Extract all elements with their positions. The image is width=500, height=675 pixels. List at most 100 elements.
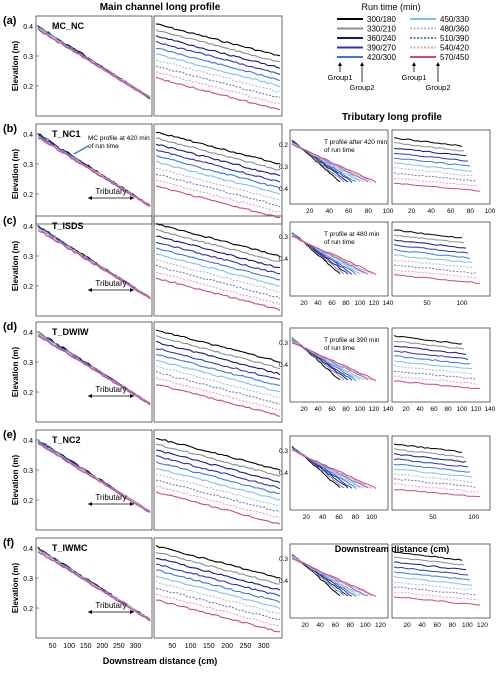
mc-note-line1: MC profile at 420 min [88, 135, 150, 142]
offset-series [155, 222, 281, 258]
trib-offset-series [393, 345, 467, 355]
offset-series [155, 65, 281, 98]
trib-offset-x-tick: 80 [449, 622, 457, 629]
trib-offset-x-tick: 100 [457, 406, 468, 413]
legend-label: 480/360 [440, 25, 469, 34]
offset-series [155, 473, 281, 507]
mc-note-line2: of run time [88, 143, 119, 150]
y-axis-label: Elevation (m) [11, 41, 20, 92]
tributary-label: Tributary [95, 279, 126, 288]
panels: (a) Elevation (m) MC_NC 0.4 0.3 0.2 (b) Elevati… [3, 15, 496, 650]
trib-offset-x-tick: 20 [403, 622, 411, 629]
legend-label: 510/390 [440, 34, 469, 43]
offset-series [155, 272, 281, 305]
trib-offset-series [393, 162, 473, 172]
offset-series [155, 253, 281, 287]
runtime-title: Run time (min) [361, 2, 420, 12]
offset-series [155, 491, 281, 525]
trib-offset-series [393, 254, 473, 263]
offset-series [155, 575, 281, 610]
trib-x-tick: 40 [314, 406, 322, 413]
group-arrowhead [338, 62, 342, 66]
trib-x-tick: 20 [303, 514, 311, 521]
y-tick-label: 0.4 [23, 438, 33, 445]
trib-x-tick: 80 [342, 300, 350, 307]
legend-label: 540/420 [440, 44, 469, 53]
offset-series [155, 437, 281, 471]
offset-series [155, 241, 281, 275]
offset-series [155, 179, 281, 213]
trib-note-line2: of run time [324, 147, 355, 154]
trib-overlay-series [291, 143, 377, 184]
trib-overlay-axes [289, 221, 389, 297]
offset-series [155, 143, 281, 177]
trib-offset-series [393, 576, 473, 586]
y-tick-label: 0.2 [23, 284, 33, 291]
trib-y-tick: 0.4 [279, 256, 288, 263]
main-overlay-axes [35, 321, 153, 423]
trib-offset-axes [391, 327, 491, 403]
group-arrowhead [436, 62, 440, 66]
y-tick-label: 0.3 [23, 576, 33, 583]
y-tick-label: 0.4 [23, 132, 33, 139]
trib-offset-x-tick: 60 [430, 406, 438, 413]
tributary-label: Tributary [95, 493, 126, 502]
trib-offset-series [393, 269, 479, 279]
trib-offset-series [393, 473, 475, 483]
trib-offset-x-tick: 20 [408, 208, 416, 215]
y-tick-label: 0.2 [23, 84, 33, 91]
trib-x-tick: 20 [306, 208, 314, 215]
offset-series [155, 485, 281, 519]
trib-offset-series [393, 244, 469, 254]
trib-offset-series [393, 167, 474, 176]
trib-offset-x-tick: 120 [471, 406, 482, 413]
legend-label: 570/450 [440, 53, 469, 62]
y-tick-label: 0.4 [23, 330, 33, 337]
trib-y-tick: 0.4 [279, 578, 288, 585]
trib-offset-x-tick: 60 [447, 208, 455, 215]
trib-offset-axes [391, 129, 491, 205]
group-label: Group2 [349, 83, 374, 92]
trib-y-tick: 0.2 [279, 142, 288, 149]
y-tick-label: 0.4 [23, 24, 33, 31]
trib-offset-series [393, 586, 476, 596]
row-3: (d) Elevation (m) T_DWIW 0.4 0.3 0.2 Tributary… [3, 321, 496, 423]
trib-overlay-series [291, 342, 377, 381]
offset-series [155, 35, 281, 69]
y-tick-label: 0.2 [23, 498, 33, 505]
tributary-label: Tributary [95, 601, 126, 610]
trib-offset-x-tick: 80 [467, 208, 475, 215]
trib-offset-x-tick: 80 [444, 406, 452, 413]
trib-overlay-series [291, 449, 377, 489]
offset-x-tick: 100 [185, 643, 197, 650]
trib-note-line2: of run time [324, 345, 355, 352]
y-axis-label: Elevation (m) [11, 149, 20, 200]
trib-offset-series [393, 489, 481, 498]
trib-x-tick: 60 [328, 406, 336, 413]
panel-tag: (f) [3, 537, 14, 549]
overlay-series [37, 443, 151, 512]
y-tick-label: 0.3 [23, 254, 33, 261]
trib-offset-series [393, 152, 468, 162]
y-axis-label: Elevation (m) [11, 563, 20, 614]
trib-offset-series [394, 551, 463, 561]
trib-offset-x-tick: 100 [462, 622, 473, 629]
main-offset-axes [153, 321, 283, 423]
main-x-tick: 150 [80, 643, 92, 650]
trib-overlay-axes [289, 327, 389, 403]
trib-offset-x-tick: 20 [402, 406, 410, 413]
row-5: (f) Elevation (m) T_IWMC 0.4 0.3 0.2 Tributary… [3, 537, 491, 639]
trib-offset-series [393, 239, 467, 249]
trib-y-tick: 0.4 [279, 362, 288, 369]
trib-offset-series [393, 157, 471, 167]
row-2: (c) Elevation (m) T_ISDS 0.4 0.3 0.2 Tributary… [3, 215, 491, 317]
trib-offset-series [393, 380, 481, 390]
offset-series [155, 593, 281, 627]
trib-offset-series [394, 182, 481, 192]
trib-offset-series [393, 274, 481, 284]
offset-series [155, 53, 281, 88]
trib-overlay-axes [289, 543, 389, 619]
trib-offset-x-tick: 100 [485, 208, 496, 215]
main-offset-axes [153, 537, 283, 639]
trib-offset-series [393, 591, 479, 601]
